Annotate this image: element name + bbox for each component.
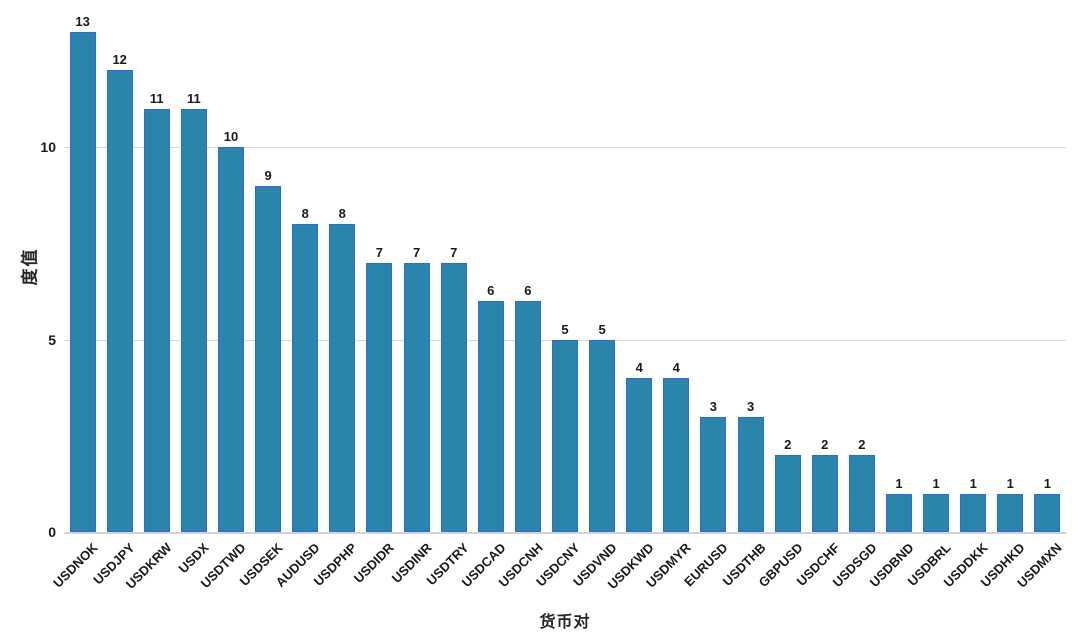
bar-value-label: 3 — [746, 398, 755, 414]
bar — [886, 493, 912, 532]
bar — [106, 70, 133, 532]
x-tick-label: USDNOK — [49, 540, 101, 591]
bar-value-label: 4 — [635, 360, 643, 375]
bar — [552, 339, 578, 532]
bar-value-label: 8 — [301, 206, 309, 221]
bar — [255, 185, 282, 532]
bar-value-label: 1 — [969, 475, 977, 491]
bar — [960, 493, 987, 532]
bar-value-label: 1 — [932, 475, 940, 491]
bar-value-label: 7 — [375, 244, 383, 260]
bar-value-label: 5 — [561, 321, 569, 337]
bar-value-label: 2 — [821, 437, 829, 452]
bar — [477, 301, 504, 532]
bar — [626, 378, 653, 532]
bar — [774, 455, 801, 532]
bar — [1034, 493, 1061, 532]
bar — [366, 262, 393, 532]
bar-value-label: 1 — [1043, 475, 1051, 491]
bar — [700, 416, 727, 532]
y-tick-label: 5 — [48, 331, 56, 348]
x-tick-label: USDIDR — [351, 540, 397, 586]
bar — [997, 493, 1024, 532]
bar — [69, 31, 96, 532]
bar-value-label: 8 — [338, 206, 346, 221]
bar-value-label: 7 — [412, 244, 421, 260]
bar-value-label: 6 — [524, 283, 532, 298]
bar-value-label: 2 — [858, 437, 866, 452]
y-tick-label: 10 — [40, 139, 56, 155]
gridline — [64, 147, 1066, 148]
bar — [218, 147, 244, 532]
x-axis-title: 货币对 — [539, 614, 591, 631]
y-tick-label: 0 — [48, 524, 56, 540]
bar — [923, 493, 950, 532]
y-axis-title: 度值 — [20, 247, 40, 286]
bar-value-label: 3 — [709, 398, 717, 414]
bar — [811, 455, 838, 532]
bar — [589, 339, 616, 532]
bar — [440, 262, 467, 532]
bar — [403, 262, 430, 532]
bar — [143, 108, 170, 532]
bar — [329, 224, 356, 532]
bar-value-label: 1 — [1006, 475, 1014, 491]
bar-value-label: 11 — [187, 90, 201, 106]
bar-value-label: 10 — [223, 129, 239, 144]
bar-value-label: 4 — [672, 360, 680, 375]
bar — [737, 416, 764, 532]
bar-value-label: 7 — [450, 244, 458, 260]
bar-value-label: 5 — [598, 321, 606, 337]
bar — [514, 301, 541, 532]
bar — [663, 378, 690, 532]
bar-value-label: 6 — [487, 283, 495, 298]
bar — [180, 108, 207, 532]
bar — [292, 224, 319, 532]
bar-value-label: 9 — [264, 167, 272, 183]
bar-value-label: 12 — [112, 52, 127, 67]
bar-value-label: 13 — [75, 13, 90, 29]
bar-value-label: 11 — [149, 90, 164, 106]
bar — [848, 455, 875, 532]
bar-value-label: 1 — [895, 475, 903, 491]
x-axis-line — [64, 532, 1066, 534]
bar-value-label: 2 — [784, 437, 792, 452]
